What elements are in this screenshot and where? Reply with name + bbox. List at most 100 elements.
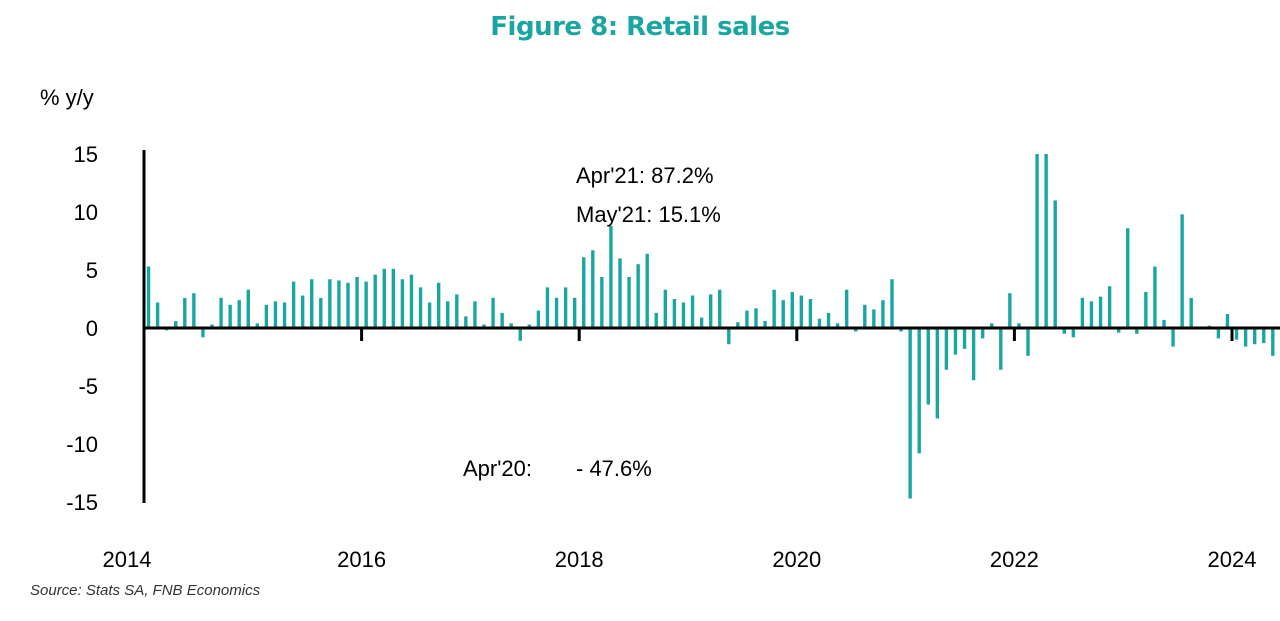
bar xyxy=(364,281,368,328)
bar xyxy=(418,287,423,328)
bar xyxy=(373,274,377,328)
bar xyxy=(310,279,314,328)
bar xyxy=(781,300,785,328)
bar xyxy=(1035,154,1039,328)
bar xyxy=(237,300,241,328)
y-tick-label: 0 xyxy=(86,316,98,341)
bar xyxy=(835,323,840,328)
bar xyxy=(455,294,459,328)
bar xyxy=(446,301,450,328)
bar xyxy=(1071,328,1076,338)
bar xyxy=(772,289,776,328)
bar xyxy=(908,328,912,499)
y-tick-label: 5 xyxy=(86,258,98,283)
bar xyxy=(881,300,885,328)
bar xyxy=(1189,297,1193,328)
bar xyxy=(1216,328,1221,339)
bar xyxy=(799,295,804,328)
bar xyxy=(708,294,713,328)
x-tick-label: 2020 xyxy=(772,547,821,572)
bar xyxy=(591,250,595,328)
bar xyxy=(183,297,187,328)
y-tick-label: 15 xyxy=(74,142,98,167)
bar xyxy=(663,289,668,328)
bar xyxy=(509,323,513,328)
bar xyxy=(854,328,858,332)
bar xyxy=(745,310,749,328)
bar xyxy=(953,328,958,355)
bar xyxy=(201,328,205,338)
bar xyxy=(328,279,332,328)
bar xyxy=(962,328,967,349)
bar xyxy=(282,302,287,328)
bar xyxy=(300,295,305,328)
bar xyxy=(1026,328,1030,356)
bar xyxy=(1171,328,1175,347)
bar xyxy=(618,258,622,328)
bar xyxy=(980,328,985,339)
bar xyxy=(718,289,722,328)
annotation-apr20-value: - 47.6% xyxy=(576,456,652,481)
bar xyxy=(1080,297,1085,328)
y-axis-label: % y/y xyxy=(40,85,94,110)
bar xyxy=(391,268,396,328)
bar xyxy=(155,302,160,328)
bar xyxy=(536,310,541,328)
bar xyxy=(817,318,822,328)
bar xyxy=(219,297,223,328)
bar xyxy=(935,328,940,419)
x-axis-ticks: 2014 2016 2018 2020 2022 2024 xyxy=(103,328,1257,572)
bar xyxy=(990,323,994,328)
bar xyxy=(917,328,921,454)
bar xyxy=(863,304,867,328)
bar xyxy=(337,280,341,328)
annotation-apr20: Apr'20: xyxy=(463,456,532,481)
bar xyxy=(1098,296,1103,328)
chart-title: Figure 8: Retail sales xyxy=(490,12,790,42)
bar xyxy=(545,287,550,328)
bar-series xyxy=(146,154,1275,499)
bar xyxy=(563,287,568,328)
bar xyxy=(790,292,794,328)
bar xyxy=(1144,292,1148,328)
x-tick-label: 2024 xyxy=(1208,547,1257,572)
bar xyxy=(264,304,269,328)
bar xyxy=(464,316,468,328)
bar xyxy=(600,276,604,328)
bar xyxy=(636,264,640,328)
annotation-apr21: Apr'21: 87.2% xyxy=(576,163,714,188)
bar xyxy=(690,295,695,328)
bar xyxy=(174,321,178,328)
bar xyxy=(527,324,532,328)
bar xyxy=(246,289,250,328)
y-tick-label: -15 xyxy=(66,490,98,515)
bar xyxy=(291,281,296,328)
bar xyxy=(808,299,813,328)
bar xyxy=(899,328,903,332)
bar xyxy=(436,282,441,328)
bar xyxy=(409,274,414,328)
bar xyxy=(582,257,586,328)
bar xyxy=(554,297,559,328)
bar xyxy=(500,312,504,328)
x-tick-label: 2016 xyxy=(337,547,386,572)
bar xyxy=(645,253,649,328)
x-tick-label: 2014 xyxy=(103,547,152,572)
bar xyxy=(944,328,949,370)
bar xyxy=(699,317,704,328)
bar xyxy=(473,301,477,328)
bar xyxy=(609,225,613,328)
bar xyxy=(727,328,731,345)
bar xyxy=(346,282,350,328)
bar xyxy=(210,324,214,328)
bar xyxy=(1053,200,1057,328)
bar xyxy=(1271,328,1275,356)
bar xyxy=(400,279,405,328)
bar xyxy=(872,309,876,328)
bar xyxy=(192,293,196,328)
bar xyxy=(1089,301,1094,328)
bar xyxy=(482,324,486,328)
bar xyxy=(844,289,849,328)
